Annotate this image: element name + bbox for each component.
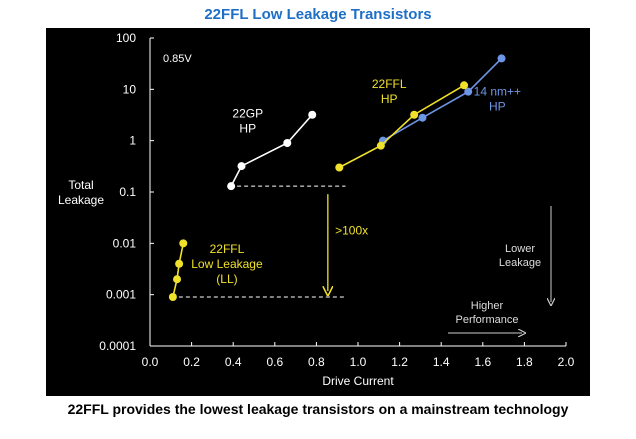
data-point: [237, 162, 246, 171]
chart-title: 22FFL Low Leakage Transistors: [204, 6, 432, 23]
data-point: [497, 54, 506, 63]
lower-leakage-label-line: Leakage: [499, 257, 541, 269]
series-label-0-line: 22GP: [232, 107, 263, 121]
data-point: [460, 81, 469, 90]
series-line: [338, 84, 465, 169]
data-point: [376, 141, 385, 150]
data-point: [464, 87, 473, 96]
series-line: [230, 114, 313, 187]
x-tick-label: 1.2: [391, 355, 408, 369]
y-tick-label: 0.0001: [99, 339, 136, 353]
series-1: [168, 239, 188, 302]
x-tick-label: 0.4: [225, 355, 242, 369]
series-label-2: 14 nm++ HP: [474, 85, 521, 114]
axes: 100 10 1 0.1 0.01 0.001 0.0001 0.0 0.2 0.4 0.6 0.8 1…: [58, 31, 575, 388]
x-tick-label: 1.6: [474, 355, 491, 369]
data-point: [175, 259, 184, 268]
data-point: [227, 182, 236, 191]
higher-performance-label: Higher Performance: [456, 300, 519, 326]
x-axis-label: Drive Current: [322, 374, 394, 388]
y-axis-label-line: Total: [68, 178, 93, 192]
series-label-0: 22GP HP: [232, 107, 263, 136]
series-0: [227, 110, 317, 191]
x-tick-label: 2.0: [558, 355, 575, 369]
y-tick-label: 0.01: [113, 236, 137, 250]
voltage-label: 0.85V: [163, 53, 192, 65]
x-tick-label: 0.6: [266, 355, 283, 369]
data-point: [410, 110, 419, 119]
chart-svg: 100 10 1 0.1 0.01 0.001 0.0001 0.0 0.2 0.4 0.6 0.8 1…: [58, 31, 575, 388]
guide-lines: >100x Lower Leakage Higher Performance: [178, 185, 551, 333]
chart-caption: 22FFL provides the lowest leakage transi…: [67, 401, 569, 417]
improvement-label: >100x: [335, 223, 368, 237]
y-tick-label: 0.001: [106, 288, 136, 302]
higher-performance-label-line: Performance: [456, 314, 519, 326]
x-tick-label: 0.0: [142, 355, 159, 369]
y-axis-label: Total Leakage: [58, 178, 104, 207]
series-label-3-line: 22FFL: [372, 77, 407, 91]
series-label-1-line: 22FFL: [210, 242, 245, 256]
data-point: [168, 293, 177, 302]
series-layer: [168, 54, 506, 302]
series-label-1: 22FFL Low Leakage (LL): [191, 242, 263, 286]
x-tick-label: 1.0: [350, 355, 367, 369]
chart-panel: 100 10 1 0.1 0.01 0.001 0.0001 0.0 0.2 0.4 0.6 0.8 1…: [46, 28, 590, 396]
x-tick-label: 1.4: [433, 355, 450, 369]
data-point: [418, 113, 427, 122]
data-point: [283, 139, 292, 148]
y-tick-label: 0.1: [119, 185, 136, 199]
series-label-1-line: Low Leakage: [191, 257, 263, 271]
series-label-3: 22FFL HP: [372, 77, 407, 106]
data-point: [308, 110, 317, 119]
series-2: [378, 54, 506, 145]
y-tick-label: 100: [116, 31, 136, 45]
y-tick-label: 1: [129, 134, 136, 148]
series-label-2-line: HP: [489, 100, 506, 114]
series-label-3-line: HP: [381, 92, 398, 106]
data-point: [173, 275, 182, 284]
series-line: [172, 243, 185, 298]
data-point: [335, 163, 344, 172]
series-label-2-line: 14 nm++: [474, 85, 521, 99]
series-line: [382, 57, 503, 142]
y-axis-label-line: Leakage: [58, 193, 104, 207]
lower-leakage-label: Lower Leakage: [499, 243, 541, 269]
series-3: [335, 81, 469, 172]
lower-leakage-label-line: Lower: [505, 243, 535, 255]
x-tick-label: 0.8: [308, 355, 325, 369]
y-tick-label: 10: [123, 82, 137, 96]
higher-performance-label-line: Higher: [471, 300, 504, 312]
series-label-1-line: (LL): [216, 272, 237, 286]
x-tick-label: 0.2: [183, 355, 200, 369]
data-point: [179, 239, 188, 248]
series-label-0-line: HP: [239, 122, 256, 136]
x-tick-label: 1.8: [516, 355, 533, 369]
